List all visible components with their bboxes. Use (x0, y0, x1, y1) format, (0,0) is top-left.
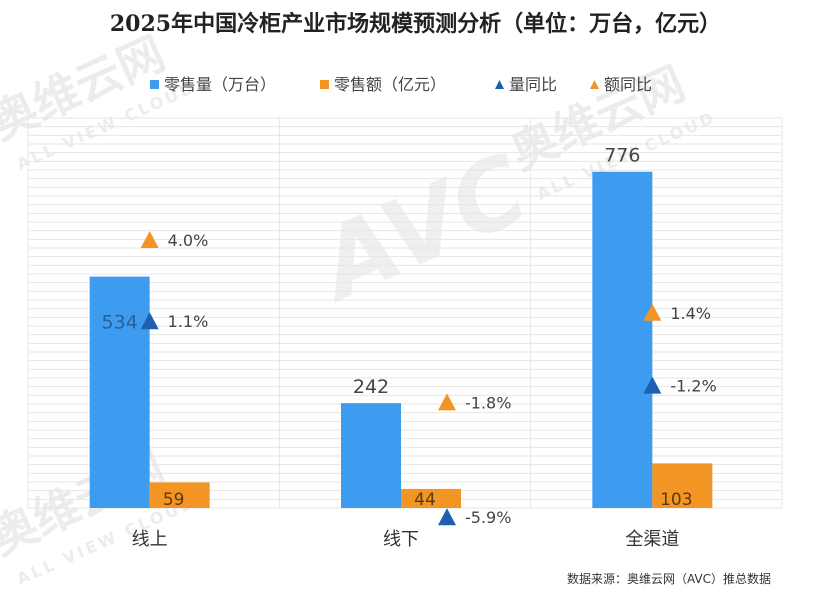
yoy-value-label: 4.0% (168, 231, 209, 250)
volume-bar (341, 403, 401, 508)
legend-swatch (150, 80, 159, 89)
volume-bar (89, 276, 150, 508)
yoy-value-label: -5.9% (465, 508, 511, 527)
x-axis: 线上 线下 全渠道 (132, 529, 680, 550)
volume-value-label: 534 (102, 312, 138, 334)
legend: 零售量（万台） 零售额（亿元） 量同比 额同比 (150, 75, 652, 94)
legend-label: 零售量（万台） (164, 75, 276, 94)
yoy-value-label: 1.1% (168, 312, 209, 331)
volume-value-label: 242 (353, 376, 389, 398)
legend-triangle-icon (495, 80, 504, 89)
data-labels: 534 59 242 44 776 103 (102, 145, 693, 510)
yoy-value-label: -1.2% (670, 377, 716, 396)
yoy-value-label: 1.4% (670, 304, 711, 323)
yoy-value-label: -1.8% (465, 393, 511, 412)
yoy-triangle-icon (140, 312, 159, 330)
amount-value-label: 59 (163, 490, 185, 510)
source-note: 数据来源：奥维云网（AVC）推总数据 (566, 572, 771, 586)
yoy-triangle-icon (140, 231, 159, 248)
amount-bar (149, 482, 210, 508)
x-tick-label: 全渠道 (625, 529, 679, 550)
legend-label: 量同比 (509, 75, 557, 94)
legend-label: 额同比 (604, 75, 652, 94)
amount-bar (401, 488, 461, 508)
yoy-triangle-icon (643, 303, 662, 321)
legend-triangle-icon (590, 80, 599, 89)
bars (89, 171, 713, 508)
x-tick-label: 线上 (132, 529, 168, 550)
chart-title: 2025年中国冷柜产业市场规模预测分析（单位：万台，亿元） (109, 11, 722, 37)
yoy-markers: 1.1% -5.9% -1.2% 4.0% -1.8% 1.4% (140, 231, 717, 527)
yoy-triangle-icon (438, 508, 456, 526)
x-tick-label: 线下 (383, 529, 419, 550)
amount-value-label: 44 (414, 490, 436, 510)
yoy-triangle-icon (438, 393, 456, 411)
volume-value-label: 776 (604, 145, 640, 167)
amount-value-label: 103 (660, 490, 692, 510)
yoy-triangle-icon (643, 376, 662, 394)
volume-bar (592, 171, 653, 508)
legend-label: 零售额（亿元） (334, 75, 446, 94)
amount-bar (652, 463, 713, 508)
legend-swatch (320, 80, 329, 89)
